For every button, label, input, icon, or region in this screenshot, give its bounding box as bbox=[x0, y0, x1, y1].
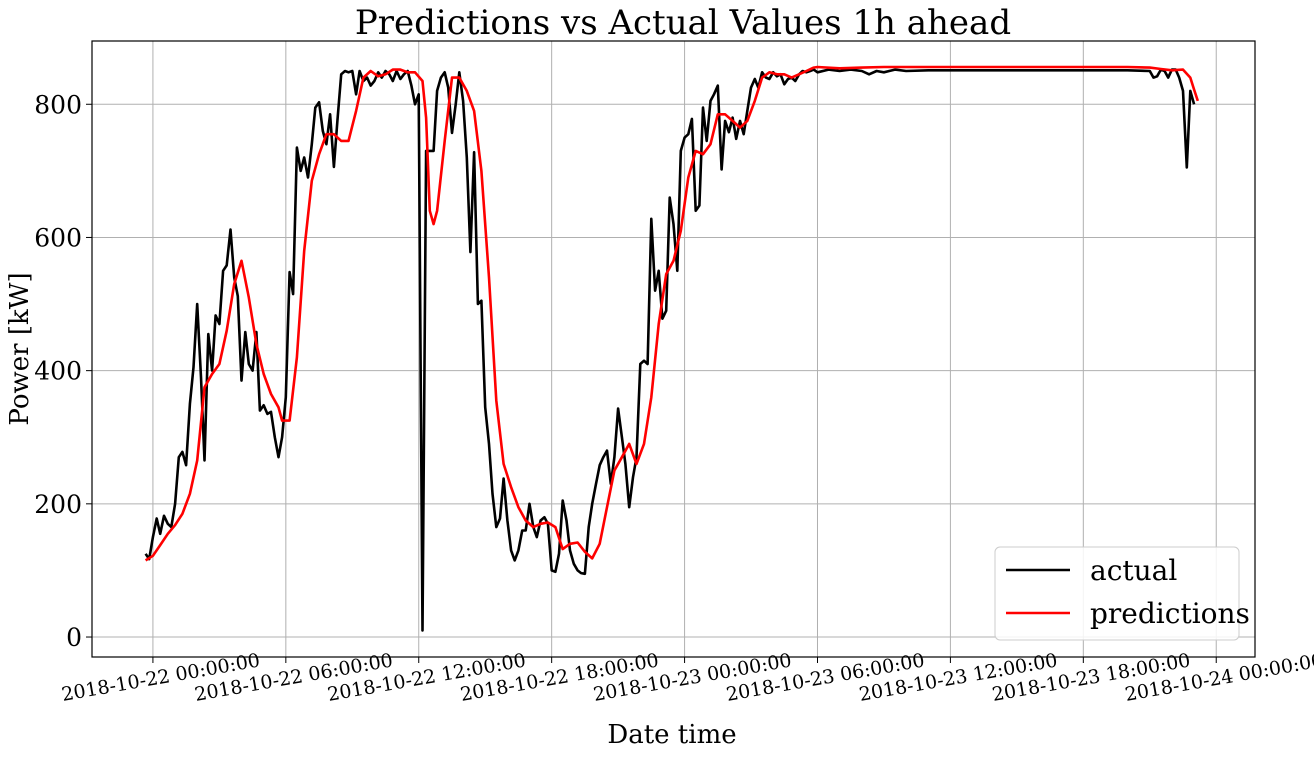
y-tick-label: 400 bbox=[34, 357, 82, 386]
legend-actual-label: actual bbox=[1090, 554, 1177, 587]
series-line-predictions bbox=[144, 65, 1200, 562]
y-tick-label: 600 bbox=[34, 223, 82, 252]
chart-title: Predictions vs Actual Values 1h ahead bbox=[355, 3, 1011, 43]
y-tick-label: 200 bbox=[34, 490, 82, 519]
y-tick-label: 800 bbox=[34, 90, 82, 119]
y-axis-ticks: 0 200 400 600 800 bbox=[34, 90, 92, 652]
legend: actual predictions bbox=[994, 546, 1250, 641]
plot-area-frame bbox=[91, 40, 1256, 658]
y-axis-label: Power [kW] bbox=[5, 272, 35, 425]
y-tick-label: 0 bbox=[66, 623, 82, 652]
series-lines bbox=[144, 65, 1200, 632]
legend-predictions-label: predictions bbox=[1090, 597, 1250, 630]
x-axis-label: Date time bbox=[607, 720, 736, 750]
series-line-actual bbox=[144, 68, 1196, 632]
